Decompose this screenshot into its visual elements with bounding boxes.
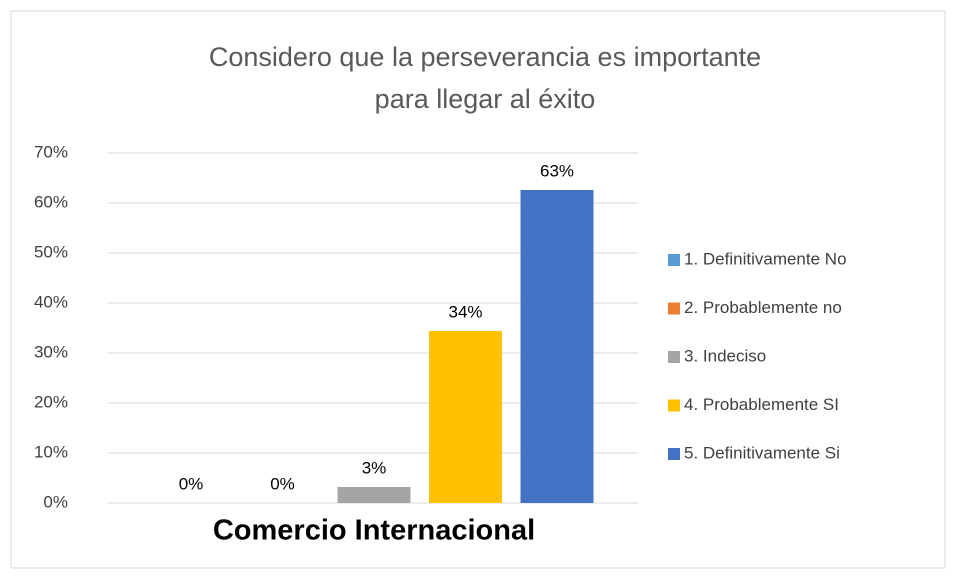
y-tick-label: 70% bbox=[34, 142, 68, 161]
data-label: 0% bbox=[270, 474, 295, 493]
legend-swatch bbox=[668, 302, 680, 315]
data-label: 3% bbox=[362, 458, 387, 477]
bar bbox=[520, 190, 594, 503]
y-tick-label: 60% bbox=[34, 192, 68, 211]
y-tick-label: 20% bbox=[34, 392, 68, 411]
legend-label: 1. Definitivamente No bbox=[684, 249, 847, 268]
legend-label: 4. Probablemente SI bbox=[684, 395, 839, 414]
data-label: 63% bbox=[540, 161, 574, 180]
chart-title: Considero que la perseverancia es import… bbox=[208, 42, 762, 114]
legend-label: 3. Indeciso bbox=[684, 346, 766, 365]
legend-swatch bbox=[668, 351, 680, 363]
bar bbox=[429, 331, 502, 503]
data-label: 0% bbox=[179, 474, 204, 493]
legend-swatch bbox=[668, 399, 680, 412]
y-tick-label: 10% bbox=[34, 442, 68, 461]
y-tick-label: 30% bbox=[34, 342, 68, 361]
y-tick-label: 40% bbox=[34, 292, 68, 311]
legend-swatch bbox=[668, 448, 680, 460]
x-tick-label: Comercio Internacional bbox=[213, 515, 535, 547]
data-label: 34% bbox=[448, 302, 482, 321]
legend-swatch bbox=[668, 254, 680, 266]
legend-label: 2. Probablemente no bbox=[684, 298, 842, 317]
y-tick-label: 50% bbox=[34, 242, 68, 261]
bar bbox=[337, 487, 411, 503]
legend-label: 5. Definitivamente Si bbox=[684, 443, 840, 462]
y-tick-label: 0% bbox=[43, 492, 68, 511]
